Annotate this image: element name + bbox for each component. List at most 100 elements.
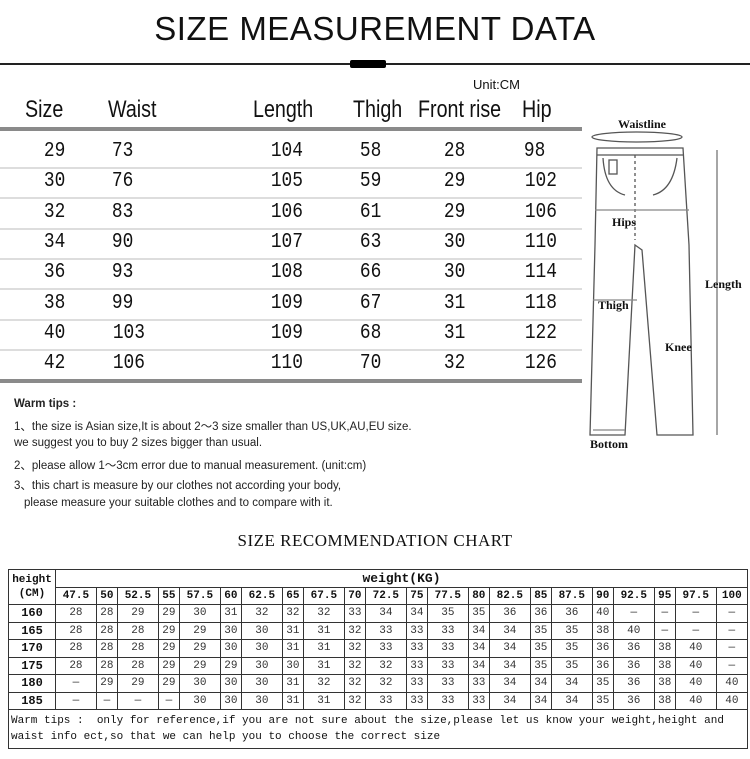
size-cell: 35 [550, 656, 593, 675]
recommendation-note: Warm tips : only for reference,if you ar… [8, 709, 748, 749]
size-cell: 32 [343, 621, 366, 640]
size-cell: 35 [550, 639, 593, 658]
weight-value: 100 [715, 586, 749, 605]
label-waistline: Waistline [618, 117, 667, 131]
weight-value: 60 [219, 586, 242, 605]
size-row: 180—29 29 29 30 30 30 31 32 32 32 33 33 33 34 34 34 35 36… [8, 674, 749, 693]
warm-tips-heading: Warm tips : [14, 398, 77, 410]
table-cell: 126 [524, 352, 557, 376]
label-hips: Hips [612, 215, 637, 229]
size-cell: 28 [55, 656, 97, 675]
unit-label: Unit:CM [473, 77, 520, 92]
size-cell: 30 [240, 656, 283, 675]
recommendation-title: SIZE RECOMMENDATION CHART [237, 531, 513, 550]
size-cell: — [55, 691, 97, 710]
size-cell: 30 [219, 691, 242, 710]
size-cell: 29 [157, 656, 180, 675]
size-cell: 32 [302, 604, 345, 623]
table-cell: 103 [112, 321, 145, 345]
size-cell: 29 [157, 674, 180, 693]
size-cell: 34 [364, 604, 407, 623]
size-cell: 36 [612, 674, 655, 693]
table-cell: 76 [111, 170, 134, 194]
size-cell: 33 [405, 639, 428, 658]
height-value: 180 [8, 674, 56, 693]
size-cell: 33 [364, 691, 407, 710]
size-cell: 34 [550, 674, 593, 693]
table-cell: 110 [524, 230, 557, 254]
table-cell: 63 [359, 230, 382, 254]
table-cell: 38 [43, 291, 66, 315]
size-cell: 34 [529, 674, 552, 693]
table-cell: 109 [270, 291, 303, 315]
table-cell: 122 [524, 321, 557, 345]
size-cell: 38 [653, 639, 676, 658]
weight-value: 47.5 [55, 586, 97, 605]
size-cell: 30 [281, 656, 304, 675]
size-cell: 34 [529, 691, 552, 710]
warm-tip-line: 3、this chart is measure by our clothes n… [14, 480, 342, 492]
size-cell: 36 [550, 604, 593, 623]
recommendation-table: height (CM) weight(KG) 47.5 50 52.5 55 57.5 60 62… [8, 569, 749, 749]
size-cell: 33 [426, 656, 469, 675]
row-divider [0, 348, 582, 351]
table-cell: 66 [359, 261, 382, 285]
size-cell: 30 [219, 621, 242, 640]
note-line: Warm tips : only for reference,if you ar… [11, 715, 724, 727]
size-cell: 30 [240, 621, 283, 640]
table-cell: 30 [443, 261, 466, 285]
weight-value: 77.5 [426, 586, 469, 605]
weight-value: 67.5 [302, 586, 345, 605]
table-cell: 58 [359, 140, 382, 163]
size-cell: — [653, 621, 676, 640]
size-cell: — [674, 604, 717, 623]
size-cell: 28 [95, 639, 118, 658]
height-label: height [12, 574, 52, 586]
row-divider [0, 197, 582, 200]
size-cell: 33 [426, 691, 469, 710]
size-cell: 38 [653, 691, 676, 710]
size-cell: — [116, 691, 159, 710]
size-cell: 33 [467, 674, 490, 693]
table-cell: 118 [524, 291, 557, 315]
size-cell: 33 [343, 604, 366, 623]
table-cell: 29 [443, 170, 466, 194]
size-cell: 31 [281, 639, 304, 658]
height-value: 160 [8, 604, 56, 623]
size-cell: 32 [302, 674, 345, 693]
size-cell: 35 [529, 639, 552, 658]
table-cell: 29 [43, 140, 66, 163]
size-cell: — [715, 656, 749, 675]
size-cell: 28 [55, 639, 97, 658]
table-cell: 99 [111, 291, 134, 315]
size-cell: 33 [426, 621, 469, 640]
table-cell: 110 [270, 352, 303, 376]
table-cell: 109 [270, 321, 303, 345]
table-cell: 93 [111, 261, 134, 285]
table-cell: 61 [359, 200, 382, 224]
size-cell: 29 [178, 639, 221, 658]
size-cell: 28 [95, 621, 118, 640]
size-cell: 30 [219, 639, 242, 658]
note-line: waist info ect,so that we can help you t… [11, 731, 441, 743]
size-cell: 30 [240, 674, 283, 693]
size-cell: 31 [302, 656, 345, 675]
table-cell: 42 [43, 352, 66, 376]
weight-value: 82.5 [488, 586, 531, 605]
table-cell: 32 [443, 352, 466, 376]
size-cell: 34 [550, 691, 593, 710]
size-cell: 28 [95, 604, 118, 623]
weight-header: weight(KG) [55, 569, 748, 587]
size-cell: 34 [488, 656, 531, 675]
weight-value: 92.5 [612, 586, 655, 605]
size-cell: 33 [405, 691, 428, 710]
height-value: 165 [8, 621, 56, 640]
weight-value: 87.5 [550, 586, 593, 605]
column-header: Size [25, 96, 64, 123]
size-cell: 35 [591, 674, 614, 693]
size-cell: 33 [364, 639, 407, 658]
height-value: 170 [8, 639, 56, 658]
weight-value: 95 [653, 586, 676, 605]
size-cell: 34 [467, 656, 490, 675]
size-cell: 29 [157, 621, 180, 640]
